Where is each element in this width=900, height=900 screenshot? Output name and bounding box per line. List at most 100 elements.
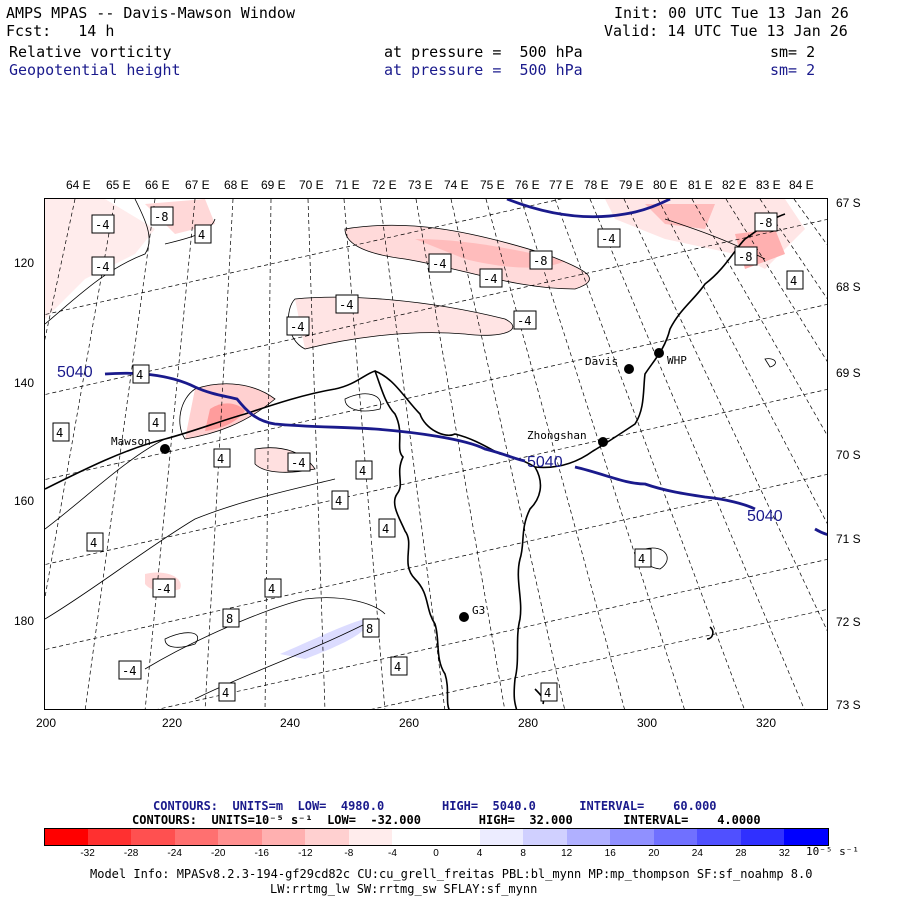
vorticity-label: 8 — [226, 612, 233, 626]
stations: Davis WHP Zhongshan Mawson G3 — [111, 348, 687, 622]
field1-smoothing: sm= 2 — [770, 43, 816, 61]
vorticity-label: 4 — [268, 582, 275, 596]
colorbar-swatch — [523, 828, 568, 846]
vorticity-label: 4 — [222, 686, 229, 700]
station-marker-g3[interactable] — [459, 612, 469, 622]
contour-line — [45, 438, 166, 530]
field2-smoothing: sm= 2 — [770, 61, 816, 79]
station-marker-mawson[interactable] — [160, 444, 170, 454]
station-label-whp: WHP — [667, 354, 687, 367]
colorbar-label: -28 — [123, 848, 139, 859]
map-canvas: 5040 5040 5040 -4 -8 4 -4 -8 -4 -4 -8 -4… — [45, 199, 827, 709]
colorbar-label: 20 — [648, 848, 660, 859]
coastline — [45, 213, 786, 709]
colorbar-unit: 10⁻⁵ s⁻¹ — [806, 845, 859, 858]
init-time: Init: 00 UTC Tue 13 Jan 26 — [614, 4, 849, 22]
contour-line — [344, 224, 590, 290]
lat-label: 68 S — [836, 280, 861, 294]
vorticity-shading — [45, 199, 805, 592]
vorticity-label: 4 — [790, 274, 797, 288]
colorbar-swatch — [348, 828, 393, 846]
lon-label: 83 E — [756, 178, 781, 192]
colorbar-label: -24 — [167, 848, 182, 859]
x-tick: 200 — [36, 716, 57, 730]
colorbar-swatch — [740, 828, 785, 846]
graticule-line — [45, 199, 116, 600]
vorticity-label: 4 — [217, 452, 224, 466]
graticule-line — [485, 199, 625, 709]
lon-label: 73 E — [408, 178, 433, 192]
vorticity-label: 4 — [56, 426, 63, 440]
graticule-line — [691, 199, 827, 436]
vorticity-shade — [295, 297, 513, 349]
graticule-line — [379, 199, 446, 709]
lon-label: 77 E — [549, 178, 574, 192]
lon-label: 80 E — [653, 178, 678, 192]
graticule-line — [45, 304, 827, 480]
colorbar-swatch — [697, 828, 742, 846]
station-marker-zhongshan[interactable] — [598, 437, 608, 447]
vorticity-label: -4 — [432, 257, 446, 271]
graticule-line — [264, 199, 272, 709]
field1-name: Relative vorticity — [9, 43, 172, 61]
vorticity-labels: -4 -8 4 -4 -8 -4 -4 -8 -4 -8 4 -4 -4 -4 … — [52, 206, 804, 702]
vorticity-contours-info: CONTOURS: UNITS=10⁻⁵ s⁻¹ LOW= -32.000 HI… — [132, 813, 761, 827]
lat-label: 69 S — [836, 366, 861, 380]
colorbar-swatch — [784, 828, 830, 846]
x-tick: 300 — [637, 716, 658, 730]
colorbar-label: -12 — [298, 848, 313, 859]
height-contour-5040 — [814, 527, 827, 536]
vorticity-positive — [280, 619, 367, 659]
lat-label: 70 S — [836, 448, 861, 462]
height-contour — [506, 199, 671, 219]
colorbar-label: 0 — [433, 848, 439, 859]
graticule-line — [144, 199, 196, 709]
station-marker-whp[interactable] — [654, 348, 664, 358]
vorticity-label: 4 — [152, 416, 159, 430]
lon-label: 72 E — [372, 178, 397, 192]
x-tick: 280 — [518, 716, 539, 730]
contour-line — [254, 447, 316, 473]
lon-label: 64 E — [66, 178, 91, 192]
vorticity-label: -4 — [156, 582, 170, 596]
lon-label: 66 E — [145, 178, 170, 192]
vorticity-label: 4 — [382, 522, 389, 536]
x-tick: 260 — [399, 716, 420, 730]
map-panel[interactable]: 5040 5040 5040 -4 -8 4 -4 -8 -4 -4 -8 -4… — [44, 198, 828, 710]
field1-level: at pressure = 500 hPa — [384, 43, 583, 61]
colorbar-swatch — [653, 828, 698, 846]
colorbar-swatch — [87, 828, 132, 846]
station-label-davis: Davis — [585, 355, 618, 368]
colorbar-swatch — [44, 828, 90, 846]
vorticity-shade — [415, 239, 565, 268]
lon-label: 69 E — [261, 178, 286, 192]
field2-level: at pressure = 500 hPa — [384, 61, 583, 79]
colorbar-label: 24 — [691, 848, 703, 859]
contour-line — [45, 199, 150, 325]
graticule-line — [157, 559, 827, 709]
forecast-hour: Fcst: 14 h — [6, 22, 115, 40]
lon-label: 82 E — [722, 178, 747, 192]
graticule-line — [554, 199, 745, 709]
vorticity-label: 4 — [638, 552, 645, 566]
vorticity-label: 4 — [394, 660, 401, 674]
coastline-path — [45, 370, 450, 709]
contour-line — [764, 358, 776, 368]
colorbar-label: -8 — [344, 848, 354, 859]
colorbar-swatch — [436, 828, 481, 846]
colorbar-label: 28 — [735, 848, 747, 859]
lon-label: 79 E — [619, 178, 644, 192]
contour-line — [45, 478, 336, 620]
colorbar-label: -4 — [387, 848, 397, 859]
vorticity-label: 8 — [366, 622, 373, 636]
height-contours — [104, 199, 827, 536]
height-label: 5040 — [57, 364, 93, 381]
vorticity-label: -8 — [533, 254, 547, 268]
contour-line — [288, 296, 514, 350]
colorbar-label: 8 — [520, 848, 526, 859]
graticule-line — [307, 199, 326, 709]
station-marker-davis[interactable] — [624, 364, 634, 374]
colorbar-swatch — [392, 828, 437, 846]
graticule-line — [520, 199, 685, 709]
vorticity-label: 4 — [136, 368, 143, 382]
